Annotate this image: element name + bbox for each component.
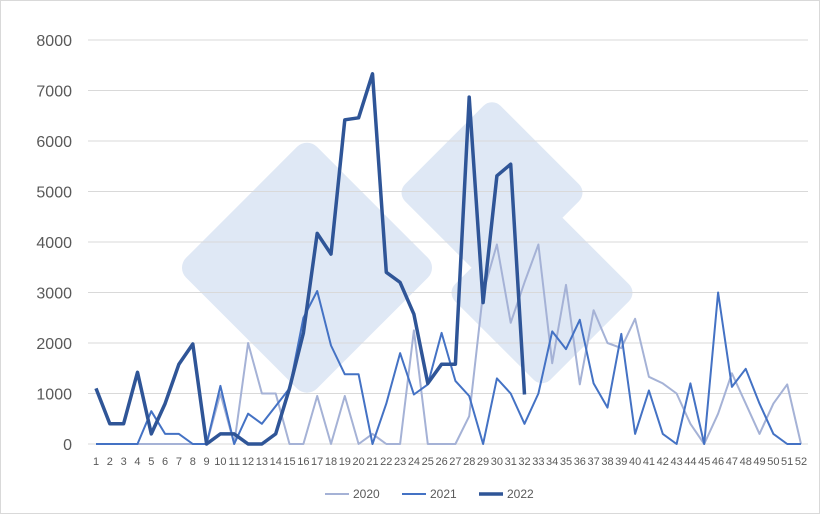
watermark-diamond bbox=[181, 142, 433, 393]
y-tick-label: 8000 bbox=[36, 33, 72, 50]
series-line-2021 bbox=[96, 290, 801, 445]
x-tick-label: 17 bbox=[311, 456, 323, 468]
x-tick-label: 52 bbox=[795, 456, 807, 468]
x-tick-label: 27 bbox=[449, 456, 461, 468]
x-tick-label: 5 bbox=[148, 456, 154, 468]
x-tick-label: 15 bbox=[283, 456, 295, 468]
series-line-2022 bbox=[94, 72, 527, 446]
x-tick-label: 48 bbox=[740, 456, 752, 468]
legend-label-2020: 2020 bbox=[353, 487, 380, 501]
x-tick-label: 12 bbox=[242, 456, 254, 468]
x-tick-label: 40 bbox=[629, 456, 641, 468]
x-tick-label: 51 bbox=[781, 456, 793, 468]
x-tick-label: 23 bbox=[394, 456, 406, 468]
y-tick-label: 3000 bbox=[36, 286, 72, 303]
y-tick-label: 7000 bbox=[36, 84, 72, 101]
x-tick-label: 19 bbox=[339, 456, 351, 468]
x-tick-label: 50 bbox=[767, 456, 779, 468]
y-tick-label: 4000 bbox=[36, 235, 72, 252]
x-tick-label: 38 bbox=[601, 456, 613, 468]
x-tick-label: 6 bbox=[162, 456, 168, 468]
x-tick-label: 2 bbox=[107, 456, 113, 468]
y-tick-label: 2000 bbox=[36, 336, 72, 353]
x-tick-label: 1 bbox=[93, 456, 99, 468]
x-tick-label: 25 bbox=[422, 456, 434, 468]
x-tick-label: 14 bbox=[270, 456, 282, 468]
x-tick-label: 8 bbox=[190, 456, 196, 468]
x-tick-label: 24 bbox=[408, 456, 420, 468]
x-tick-label: 22 bbox=[380, 456, 392, 468]
x-tick-label: 34 bbox=[546, 456, 558, 468]
x-tick-label: 18 bbox=[325, 456, 337, 468]
x-tick-label: 45 bbox=[698, 456, 710, 468]
x-tick-label: 37 bbox=[588, 456, 600, 468]
legend-label-2022: 2022 bbox=[507, 487, 534, 501]
x-tick-label: 42 bbox=[657, 456, 669, 468]
x-tick-label: 4 bbox=[134, 456, 140, 468]
watermark-logo bbox=[181, 102, 633, 393]
x-tick-label: 29 bbox=[477, 456, 489, 468]
x-tick-label: 7 bbox=[176, 456, 182, 468]
x-tick-label: 32 bbox=[518, 456, 530, 468]
x-tick-label: 26 bbox=[435, 456, 447, 468]
x-tick-label: 46 bbox=[712, 456, 724, 468]
x-tick-label: 11 bbox=[229, 456, 240, 468]
x-tick-label: 3 bbox=[121, 456, 127, 468]
x-tick-label: 10 bbox=[214, 456, 226, 468]
x-tick-label: 28 bbox=[463, 456, 475, 468]
y-tick-label: 5000 bbox=[36, 185, 72, 202]
y-tick-label: 1000 bbox=[36, 387, 72, 404]
x-tick-label: 21 bbox=[366, 456, 378, 468]
x-tick-label: 35 bbox=[560, 456, 572, 468]
x-tick-label: 30 bbox=[491, 456, 503, 468]
x-tick-label: 9 bbox=[204, 456, 210, 468]
x-tick-label: 39 bbox=[615, 456, 627, 468]
x-tick-label: 43 bbox=[670, 456, 682, 468]
x-tick-label: 41 bbox=[643, 456, 655, 468]
x-tick-label: 44 bbox=[684, 456, 696, 468]
legend-label-2021: 2021 bbox=[430, 487, 457, 501]
x-tick-label: 20 bbox=[353, 456, 365, 468]
x-tick-label: 36 bbox=[574, 456, 586, 468]
x-tick-label: 31 bbox=[505, 456, 517, 468]
x-tick-label: 47 bbox=[726, 456, 738, 468]
x-tick-label: 16 bbox=[297, 456, 309, 468]
y-tick-label: 0 bbox=[63, 437, 72, 454]
x-tick-label: 13 bbox=[256, 456, 268, 468]
y-tick-label: 6000 bbox=[36, 134, 72, 151]
x-tick-label: 49 bbox=[753, 456, 765, 468]
x-tick-label: 33 bbox=[532, 456, 544, 468]
